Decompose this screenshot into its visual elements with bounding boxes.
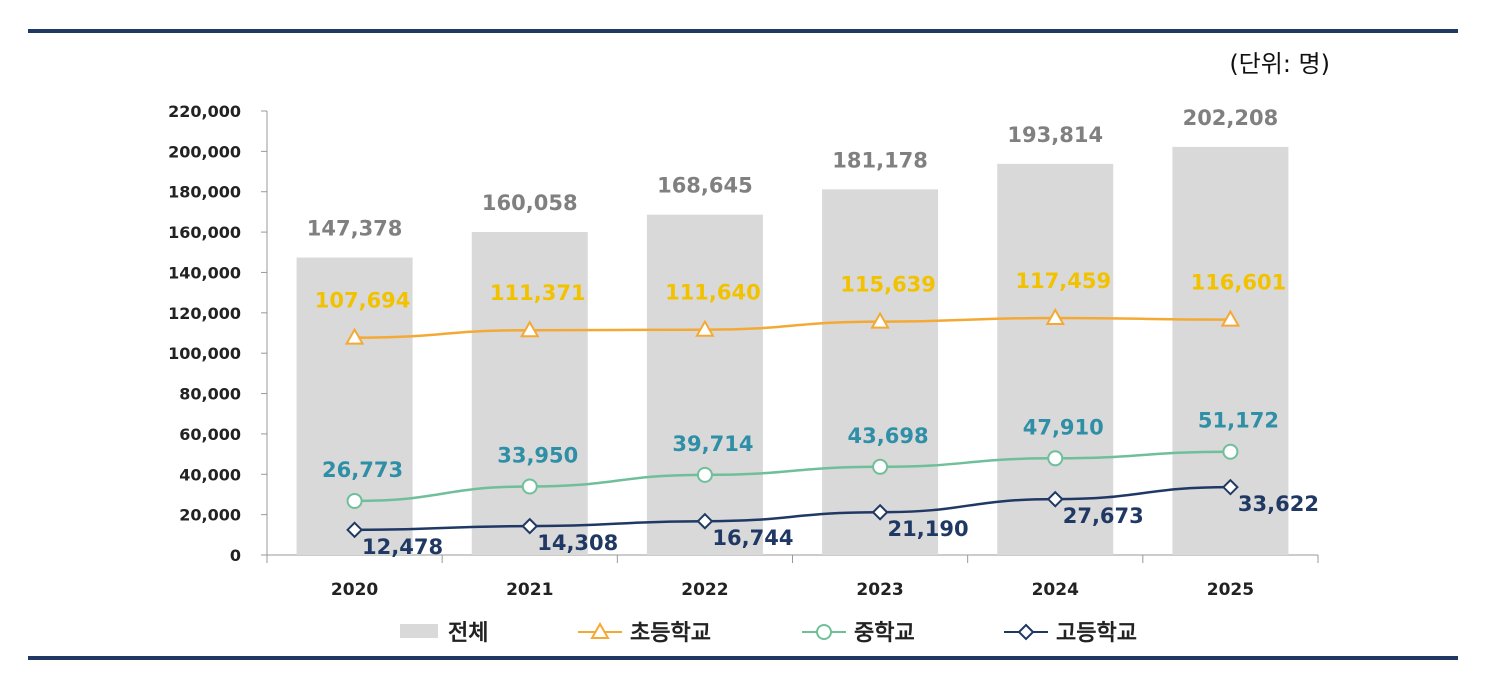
data-label: 111,371 xyxy=(490,281,586,305)
legend-item: 고등학교 xyxy=(1004,621,1137,646)
data-label: 111,640 xyxy=(665,281,761,305)
y-axis: 0 20,000 40,000 60,000 80,000 100,000 120,000 1… xyxy=(168,102,268,565)
y-tick-label: 220,000 xyxy=(168,102,241,121)
circle-marker xyxy=(696,466,713,483)
data-label: 107,694 xyxy=(315,289,411,313)
legend-label: 초등학교 xyxy=(630,621,711,646)
series-line xyxy=(354,316,1231,339)
data-label: 181,178 xyxy=(832,148,928,172)
data-label: 51,172 xyxy=(1198,409,1279,433)
x-tick-label: 2021 xyxy=(506,580,553,600)
data-label: 21,190 xyxy=(888,517,969,541)
y-tick-label: 100,000 xyxy=(168,344,241,363)
bar-total xyxy=(471,231,588,555)
legend: 전체 초등학교 중학교 고등학교 xyxy=(400,621,1137,646)
x-tick-label: 2024 xyxy=(1032,580,1079,600)
data-label: 115,639 xyxy=(840,273,936,297)
data-label: 39,714 xyxy=(672,432,753,456)
lines-layer xyxy=(344,307,1241,539)
y-tick-label: 80,000 xyxy=(179,385,241,404)
circle-marker xyxy=(521,478,538,495)
y-tick-label: 180,000 xyxy=(168,183,241,202)
x-tick-label: 2025 xyxy=(1207,580,1254,600)
y-tick-label: 60,000 xyxy=(179,425,241,444)
diamond-marker xyxy=(1222,478,1239,496)
bar-total xyxy=(822,189,939,555)
circle-marker xyxy=(1047,450,1064,467)
diamond-marker xyxy=(1046,490,1064,508)
data-label: 168,645 xyxy=(657,174,753,198)
legend-label: 중학교 xyxy=(854,621,915,646)
bar-total xyxy=(997,163,1114,555)
data-label: 27,673 xyxy=(1063,504,1144,528)
diamond-marker xyxy=(521,517,539,535)
triangle-marker xyxy=(1045,307,1065,325)
bottom-rule xyxy=(28,656,1458,660)
triangle-marker xyxy=(344,327,365,345)
circle-marker xyxy=(816,624,832,640)
x-axis: 2020 2021 2022 2023 2024 2025 xyxy=(266,554,1319,600)
data-label: 33,950 xyxy=(497,443,578,467)
data-label: 33,622 xyxy=(1238,492,1319,516)
x-tick-label: 2020 xyxy=(331,580,378,600)
legend-label: 고등학교 xyxy=(1056,621,1137,646)
y-tick-label: 200,000 xyxy=(168,142,241,161)
triangle-marker xyxy=(1220,309,1241,327)
data-label: 117,459 xyxy=(1015,269,1111,293)
y-tick-label: 120,000 xyxy=(168,304,241,323)
y-tick-label: 40,000 xyxy=(179,465,241,484)
triangle-marker xyxy=(695,319,715,337)
y-tick-label: 0 xyxy=(230,546,241,565)
data-label: 26,773 xyxy=(322,458,403,482)
data-label: 14,308 xyxy=(537,531,618,555)
data-label: 160,058 xyxy=(482,191,578,215)
x-tick-label: 2022 xyxy=(681,580,728,600)
data-labels-layer: 147,378 160,058 168,645 181,178 193,814 202,2… xyxy=(307,106,1319,559)
legend-item: 전체 xyxy=(400,621,488,646)
data-label: 16,744 xyxy=(712,526,793,550)
bar-total xyxy=(646,214,763,555)
top-rule xyxy=(28,29,1458,33)
legend-swatch-bar xyxy=(400,624,438,638)
data-label: 116,601 xyxy=(1191,271,1287,295)
legend-item: 중학교 xyxy=(802,621,915,646)
y-tick-label: 160,000 xyxy=(168,223,241,242)
series-line xyxy=(354,485,1231,532)
diamond-marker xyxy=(696,512,714,530)
circle-marker xyxy=(872,458,889,475)
data-label: 147,378 xyxy=(307,217,403,241)
data-label: 43,698 xyxy=(848,424,929,448)
unit-label: (단위: 명) xyxy=(1229,50,1330,78)
data-label: 193,814 xyxy=(1007,123,1103,147)
triangle-marker xyxy=(590,621,610,639)
data-label: 47,910 xyxy=(1023,415,1104,439)
data-label: 202,208 xyxy=(1183,106,1279,130)
legend-item: 초등학교 xyxy=(578,621,711,646)
diamond-marker xyxy=(346,521,363,539)
triangle-marker xyxy=(520,320,540,338)
data-label: 12,478 xyxy=(362,535,443,559)
y-tick-label: 140,000 xyxy=(168,263,241,282)
circle-marker xyxy=(1222,443,1239,460)
triangle-marker xyxy=(870,311,890,329)
circle-marker xyxy=(346,492,363,509)
diamond-marker xyxy=(871,503,889,521)
legend-label: 전체 xyxy=(448,621,488,646)
series-line xyxy=(354,450,1231,503)
x-tick-label: 2023 xyxy=(856,580,903,600)
y-tick-label: 20,000 xyxy=(179,506,241,525)
diamond-marker xyxy=(1017,623,1035,641)
